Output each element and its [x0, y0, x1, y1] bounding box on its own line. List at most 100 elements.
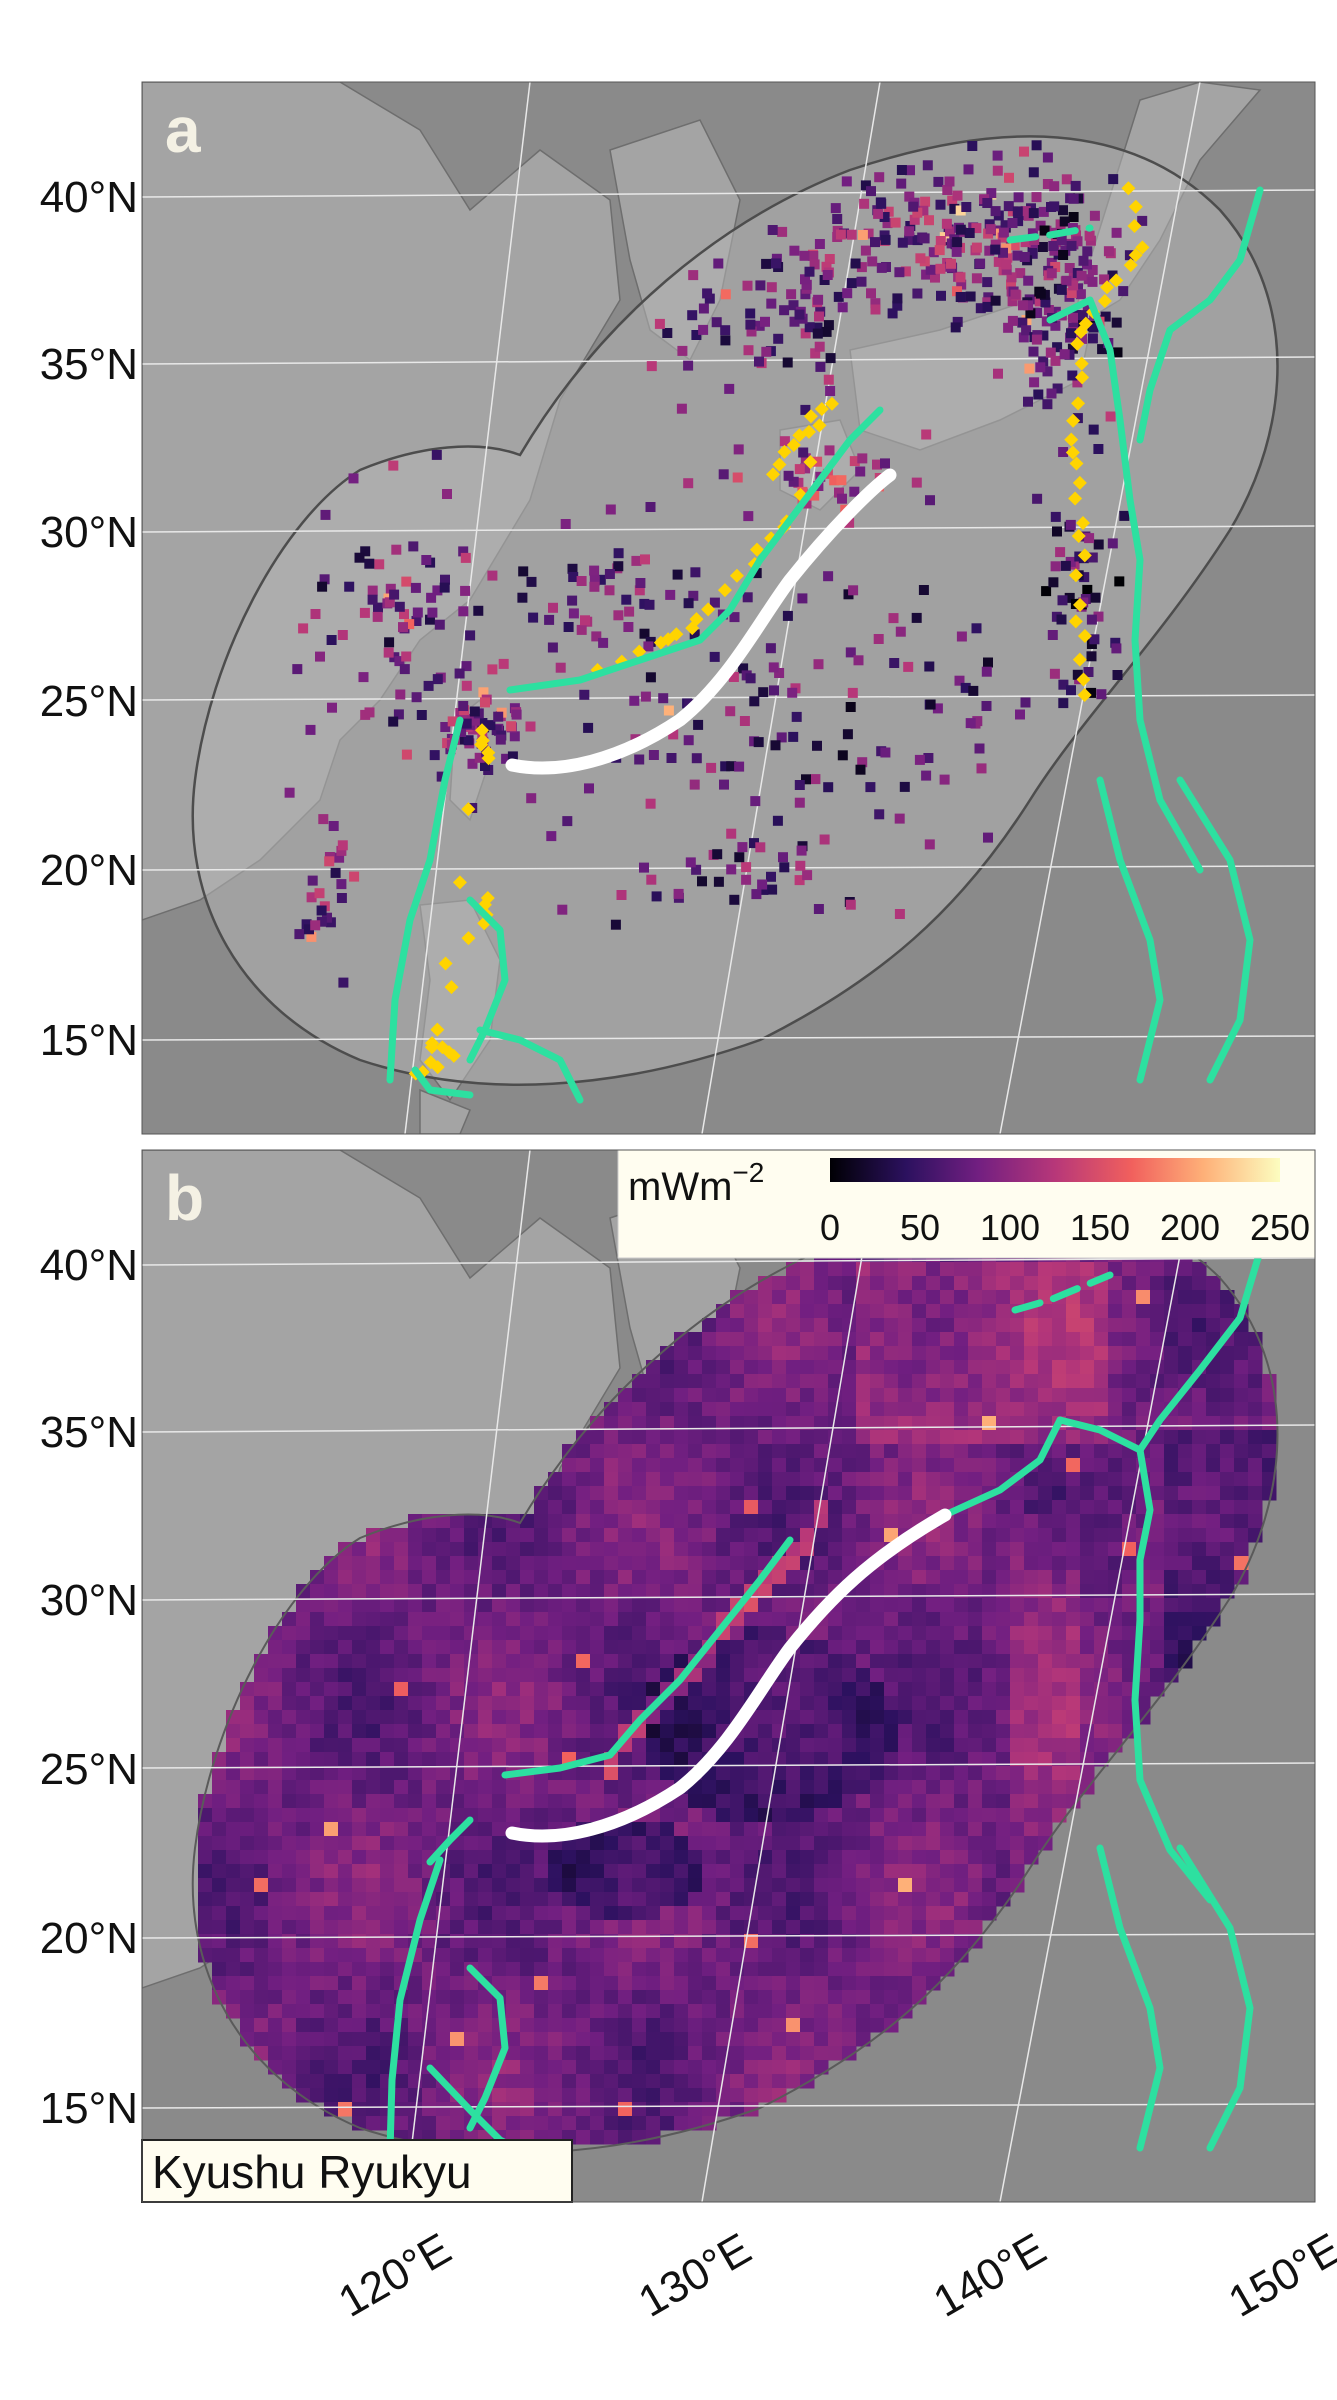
- heat-flow-cell: [604, 1458, 619, 1473]
- heat-flow-cell: [520, 1962, 535, 1977]
- heat-flow-point: [772, 815, 783, 826]
- heat-flow-cell: [1038, 1276, 1053, 1291]
- heat-flow-cell: [520, 1556, 535, 1571]
- heat-flow-cell: [912, 1360, 927, 1375]
- heat-flow-cell: [1220, 1402, 1235, 1417]
- heat-flow-cell: [674, 2018, 689, 2033]
- heat-flow-cell: [898, 1458, 913, 1473]
- heat-flow-point: [726, 828, 737, 839]
- heat-flow-cell: [884, 1668, 899, 1683]
- heat-flow-cell: [1038, 1416, 1053, 1431]
- heat-flow-cell: [870, 1318, 885, 1333]
- heat-flow-point: [478, 687, 489, 698]
- heat-flow-cell: [870, 1668, 885, 1683]
- heat-flow-cell: [1066, 1696, 1081, 1711]
- heat-flow-cell: [1080, 1668, 1095, 1683]
- heat-flow-point: [388, 716, 399, 727]
- heat-flow-cell: [1108, 1682, 1123, 1697]
- heat-flow-cell: [716, 1864, 731, 1879]
- heat-flow-cell: [534, 2004, 549, 2019]
- heat-flow-cell: [702, 1416, 717, 1431]
- heat-flow-cell: [842, 1332, 857, 1347]
- heat-flow-point: [783, 470, 794, 481]
- heat-flow-cell: [380, 1542, 395, 1557]
- heat-flow-cell: [492, 1626, 507, 1641]
- heat-flow-cell: [842, 1976, 857, 1991]
- heat-flow-cell: [716, 1500, 731, 1515]
- heat-flow-point: [654, 318, 665, 329]
- heat-flow-cell: [422, 1612, 437, 1627]
- heat-flow-cell: [380, 2032, 395, 2047]
- heat-flow-point: [758, 884, 769, 895]
- heat-flow-cell: [814, 2004, 829, 2019]
- heat-flow-cell: [1206, 1514, 1221, 1529]
- heat-flow-cell: [1220, 1542, 1235, 1557]
- heat-flow-cell: [408, 1780, 423, 1795]
- heat-flow-point: [465, 630, 476, 641]
- heat-flow-cell: [422, 1570, 437, 1585]
- heat-flow-point: [621, 594, 632, 605]
- heat-flow-cell: [198, 1920, 213, 1935]
- heat-flow-cell: [786, 1962, 801, 1977]
- heat-flow-cell: [674, 1556, 689, 1571]
- heat-flow-cell: [576, 2130, 591, 2145]
- heat-flow-cell: [1262, 1374, 1277, 1389]
- heat-flow-cell: [254, 1710, 269, 1725]
- heat-flow-cell: [954, 1836, 969, 1851]
- heat-flow-cell: [1038, 1738, 1053, 1753]
- heat-flow-cell: [632, 1570, 647, 1585]
- heat-flow-cell: [296, 1962, 311, 1977]
- heat-flow-cell: [394, 1626, 409, 1641]
- heat-flow-cell: [338, 1752, 353, 1767]
- heat-flow-cell: [352, 1794, 367, 1809]
- heat-flow-cell: [730, 1318, 745, 1333]
- heat-flow-cell: [366, 1738, 381, 1753]
- heat-flow-point: [990, 295, 1001, 306]
- heat-flow-cell: [912, 1654, 927, 1669]
- heat-flow-point: [923, 753, 934, 763]
- heat-flow-cell: [1024, 1472, 1039, 1487]
- heat-flow-cell: [828, 1374, 843, 1389]
- heat-flow-cell: [562, 2060, 577, 2075]
- heat-flow-cell: [744, 1444, 759, 1459]
- heat-flow-cell: [478, 1920, 493, 1935]
- heat-flow-point: [952, 190, 963, 201]
- heat-flow-cell: [296, 1794, 311, 1809]
- heat-flow-cell: [352, 1542, 367, 1557]
- heat-flow-cell: [730, 1346, 745, 1361]
- heat-flow-cell: [968, 1668, 983, 1683]
- heat-flow-cell: [1094, 1626, 1109, 1641]
- heat-flow-point: [517, 592, 528, 603]
- heat-flow-point: [856, 262, 867, 273]
- heat-flow-cell: [338, 1794, 353, 1809]
- heat-flow-point: [344, 581, 355, 592]
- heat-flow-cell: [702, 1486, 717, 1501]
- heat-flow-point: [912, 207, 923, 218]
- heat-flow-point: [751, 568, 762, 579]
- heat-flow-cell: [814, 2018, 829, 2033]
- heat-flow-cell: [912, 1598, 927, 1613]
- heat-flow-cell: [702, 2046, 717, 2061]
- heat-flow-cell: [492, 1934, 507, 1949]
- heat-flow-cell: [940, 1850, 955, 1865]
- heat-flow-cell: [674, 1598, 689, 1613]
- heat-flow-cell: [352, 1612, 367, 1627]
- heat-flow-cell: [604, 1542, 619, 1557]
- heat-flow-point: [634, 754, 645, 765]
- heat-flow-cell: [632, 2046, 647, 2061]
- heat-flow-point: [713, 876, 724, 887]
- heat-flow-point: [320, 509, 331, 520]
- heat-flow-cell: [660, 1444, 675, 1459]
- heat-flow-cell: [422, 2116, 437, 2131]
- heat-flow-cell: [940, 1626, 955, 1641]
- heat-flow-point: [767, 884, 778, 895]
- heat-flow-point: [326, 635, 337, 645]
- heat-flow-cell: [1038, 1808, 1053, 1823]
- heat-flow-point: [944, 176, 955, 187]
- heat-flow-cell: [478, 1836, 493, 1851]
- heat-flow-cell: [408, 1542, 423, 1557]
- heat-flow-cell: [800, 1878, 815, 1893]
- heat-flow-point: [776, 732, 787, 743]
- heat-flow-point: [1013, 216, 1024, 227]
- heat-flow-cell: [1234, 1332, 1249, 1347]
